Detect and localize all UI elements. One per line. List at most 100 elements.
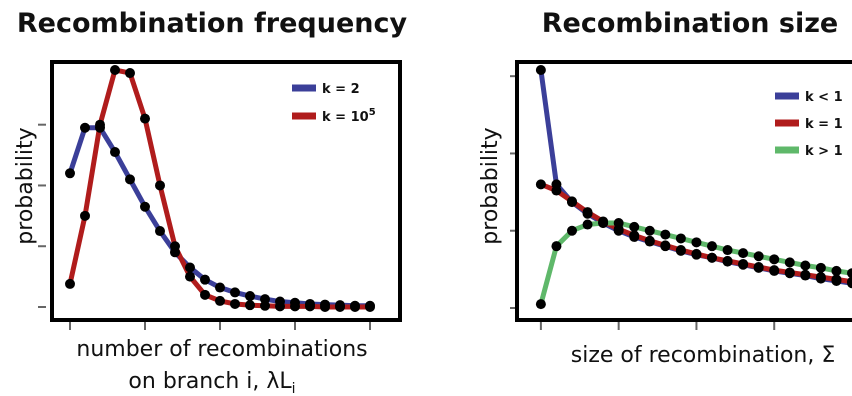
data-point-series-0 — [185, 262, 195, 273]
x-axis-label-left-line2-main: on branch i, λL — [128, 369, 292, 394]
data-point-series-2 — [629, 221, 640, 232]
data-point-series-1 — [155, 180, 165, 191]
data-point-series-1 — [365, 302, 375, 312]
data-point-series-2 — [535, 299, 546, 310]
legend-label: k > 1 — [805, 144, 843, 159]
legend-label: k = 2 — [322, 82, 360, 97]
x-axis-label-right: size of recombination, Σ — [571, 343, 835, 368]
data-point-series-2 — [707, 241, 717, 252]
data-point-series-1 — [275, 301, 285, 312]
data-point-series-0 — [110, 147, 120, 158]
data-point-series-1 — [551, 185, 562, 196]
data-point-series-0 — [125, 174, 135, 185]
data-point-series-0 — [200, 274, 210, 285]
data-point-series-1 — [110, 65, 120, 75]
data-point-series-0 — [80, 122, 90, 133]
data-point-series-2 — [722, 245, 733, 256]
data-point-series-1 — [784, 267, 795, 278]
data-point-series-1 — [335, 302, 345, 312]
data-point-series-1 — [200, 289, 210, 300]
data-point-series-2 — [644, 225, 655, 236]
legend-label: k = 105 — [322, 107, 376, 125]
data-point-series-0 — [535, 65, 546, 75]
data-point-series-2 — [567, 225, 577, 236]
data-point-series-2 — [675, 233, 686, 244]
data-point-series-1 — [350, 302, 360, 312]
series-lines-left — [67, 67, 373, 310]
data-point-series-1 — [290, 301, 300, 312]
data-point-series-1 — [80, 210, 90, 221]
data-point-series-1 — [125, 68, 135, 79]
data-point-series-0 — [140, 201, 150, 212]
data-point-series-1 — [707, 252, 717, 263]
data-point-series-1 — [230, 298, 240, 309]
data-point-series-2 — [784, 257, 795, 268]
y-axis-label-right: probability — [478, 127, 503, 244]
chart-recombination-frequency: Recombination frequency probability numb… — [13, 8, 407, 396]
tick-marks-right — [510, 75, 776, 330]
data-point-series-1 — [660, 240, 671, 251]
data-point-series-1 — [800, 269, 811, 280]
data-point-series-1 — [582, 207, 593, 218]
legend-label: k < 1 — [805, 90, 843, 105]
data-point-series-2 — [613, 218, 624, 228]
data-point-series-0 — [245, 291, 255, 302]
data-point-series-2 — [831, 265, 842, 276]
data-point-series-1 — [170, 241, 180, 252]
legend-left: k = 2 k = 105 — [292, 82, 376, 125]
data-point-series-1 — [753, 262, 764, 273]
x-axis-label-left-line1: number of recombinations — [76, 337, 367, 362]
data-point-series-2 — [753, 251, 764, 262]
data-point-series-2 — [598, 218, 609, 228]
data-point-series-1 — [535, 179, 546, 190]
data-point-series-0 — [155, 226, 165, 237]
data-point-series-1 — [675, 245, 686, 256]
data-point-series-1 — [260, 300, 270, 311]
data-point-series-2 — [769, 254, 780, 265]
data-point-series-1 — [722, 255, 733, 266]
data-point-series-1 — [629, 230, 640, 241]
data-point-series-2 — [582, 219, 593, 230]
data-point-series-1 — [644, 235, 655, 246]
data-point-series-0 — [65, 168, 75, 179]
data-point-series-2 — [815, 262, 826, 273]
y-axis-label-left: probability — [13, 127, 38, 244]
plot-frame-right — [515, 60, 852, 322]
chart-title-left: Recombination frequency — [17, 8, 408, 39]
data-point-series-1 — [215, 295, 225, 306]
legend-right: k < 1 k = 1 k > 1 — [775, 90, 843, 159]
data-point-series-2 — [691, 237, 702, 248]
data-point-series-0 — [215, 282, 225, 293]
data-point-series-0 — [230, 287, 240, 298]
data-point-series-1 — [95, 119, 105, 130]
legend-label: k = 1 — [805, 117, 843, 132]
data-point-series-2 — [847, 268, 852, 279]
data-point-series-1 — [65, 278, 75, 289]
series-line-1 — [67, 67, 373, 310]
tick-marks-left — [38, 123, 371, 330]
data-point-series-1 — [769, 265, 780, 276]
data-point-series-1 — [320, 302, 330, 312]
data-point-series-2 — [551, 241, 562, 252]
data-point-series-1 — [815, 272, 826, 283]
data-point-series-1 — [738, 258, 749, 269]
x-axis-label-left-line2-sub: i — [292, 381, 296, 396]
data-point-series-2 — [800, 260, 811, 271]
chart-recombination-size: Recombination size probability size of r… — [478, 8, 852, 368]
data-point-series-1 — [847, 276, 852, 287]
chart-title-right: Recombination size — [542, 8, 839, 39]
data-point-series-1 — [305, 301, 315, 312]
data-point-series-2 — [738, 248, 749, 259]
x-axis-label-left-line2: on branch i, λLi — [128, 369, 295, 396]
data-point-series-1 — [567, 196, 577, 207]
data-point-series-1 — [185, 271, 195, 282]
data-point-series-1 — [140, 113, 150, 124]
data-points-right — [535, 65, 852, 310]
plot-frame-left — [50, 60, 402, 322]
data-point-series-2 — [660, 229, 671, 240]
data-point-series-1 — [831, 274, 842, 285]
data-points-left — [65, 65, 375, 312]
data-point-series-1 — [691, 248, 702, 259]
data-point-series-1 — [245, 300, 255, 311]
